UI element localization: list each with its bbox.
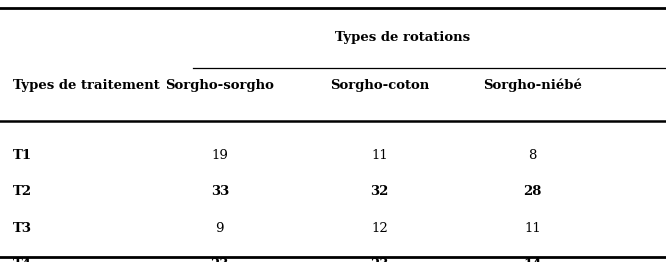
Text: 32: 32: [370, 185, 389, 199]
Text: 9: 9: [216, 222, 224, 235]
Text: T1: T1: [13, 149, 33, 162]
Text: Types de traitement: Types de traitement: [13, 79, 160, 92]
Text: Types de rotations: Types de rotations: [336, 31, 470, 45]
Text: 19: 19: [211, 149, 228, 162]
Text: 28: 28: [523, 185, 542, 199]
Text: 14: 14: [523, 258, 542, 262]
Text: Sorgho-coton: Sorgho-coton: [330, 79, 430, 92]
Text: T4: T4: [13, 258, 33, 262]
Text: 11: 11: [371, 149, 388, 162]
Text: 8: 8: [529, 149, 537, 162]
Text: 23: 23: [370, 258, 389, 262]
Text: 12: 12: [371, 222, 388, 235]
Text: Sorgho-sorgho: Sorgho-sorgho: [165, 79, 274, 92]
Text: T2: T2: [13, 185, 33, 199]
Text: 23: 23: [210, 258, 229, 262]
Text: 33: 33: [210, 185, 229, 199]
Text: T3: T3: [13, 222, 33, 235]
Text: 11: 11: [524, 222, 541, 235]
Text: Sorgho-niébé: Sorgho-niébé: [484, 79, 582, 92]
